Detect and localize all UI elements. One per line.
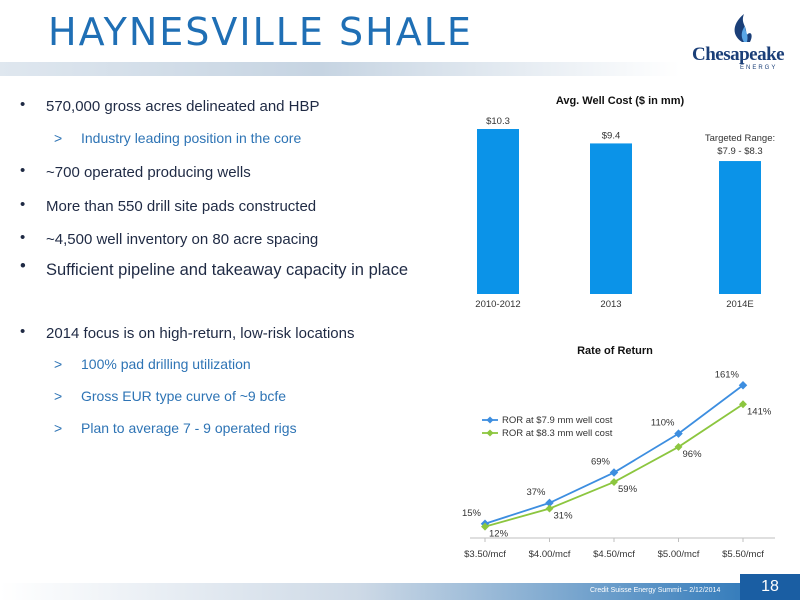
well-cost-chart-title: Avg. Well Cost ($ in mm) [556,95,685,107]
footer-bar [0,583,800,600]
footer-text: Credit Suisse Energy Summit – 2/12/2014 [590,587,721,594]
logo-flame-icon [734,14,752,42]
data-label: 110% [651,418,675,429]
data-point [609,468,619,477]
page-number: 18 [740,574,800,600]
bar-category-label: 2010-2012 [475,299,520,310]
header-bar [0,62,800,76]
sub-bullet-text: Plan to average 7 - 9 operated rigs [81,420,297,436]
bullet-marker: • [20,196,26,213]
data-point [545,498,554,508]
bar-2013 [590,143,632,294]
legend-marker [486,429,494,437]
data-label: 59% [618,484,638,495]
sub-bullet-item: > Gross EUR type curve of ~9 bcfe [20,388,440,420]
sub-bullet-marker: > [54,356,63,372]
bullet-marker: • [20,257,26,275]
bullet-text: More than 550 drill site pads constructe… [46,198,317,215]
x-tick-label: $5.50/mcf [722,549,764,560]
sub-bullet-marker: > [54,420,63,436]
sub-bullet-item: > Industry leading position in the core [20,130,440,162]
data-label: 12% [489,529,509,540]
bar-value-label: $9.4 [602,130,621,141]
data-label: 31% [554,511,574,522]
well-cost-bar-chart: Avg. Well Cost ($ in mm) $10.3 2010-2012 $… [475,95,775,310]
x-tick-label: $5.00/mcf [658,549,700,560]
data-point [481,522,489,531]
bullet-marker: • [20,323,26,340]
bullet-text: 2014 focus is on high-return, low-risk l… [46,325,355,342]
data-label: 161% [715,369,740,380]
slide-title: HAYNESVILLE SHALE [48,10,473,54]
bullet-item: • ~4,500 well inventory on 80 acre spaci… [20,229,440,257]
x-tick-label: $3.50/mcf [464,549,506,560]
ror-legend: ROR at $7.9 mm well cost ROR at $8.3 mm w… [482,415,613,439]
logo-subtitle: ENERGY [740,65,778,71]
bullet-text: ~700 operated producing wells [46,164,251,181]
bar-category-label: 2014E [726,299,753,310]
bar-2014e [719,161,761,294]
data-label: 37% [526,487,546,498]
bullet-text: ~4,500 well inventory on 80 acre spacing [46,231,319,248]
bullet-item: • Sufficient pipeline and takeaway capac… [20,257,440,323]
logo-wordmark: Chesapeake [692,44,785,65]
data-point [545,504,554,513]
sub-bullet-marker: > [54,388,63,404]
sub-bullet-text: 100% pad drilling utilization [81,356,251,372]
bullet-list: • 570,000 gross acres delineated and HBP… [20,96,440,452]
targeted-range-value: $7.9 - $8.3 [717,146,762,157]
bar-2010-2012 [477,129,519,294]
data-label: 96% [683,449,703,460]
sub-bullet-text: Gross EUR type curve of ~9 bcfe [81,388,287,404]
bullet-text: Sufficient pipeline and takeaway capacit… [46,261,409,279]
data-label: 69% [591,457,611,468]
sub-bullet-text: Industry leading position in the core [81,130,302,146]
legend-marker [486,416,494,424]
bullet-marker: • [20,96,26,113]
bar-category-label: 2013 [600,299,621,310]
series-line-1 [484,384,744,525]
bar-value-label: $10.3 [486,116,510,127]
targeted-range-label: Targeted Range: [705,133,775,144]
bullet-text: 570,000 gross acres delineated and HBP [46,98,320,115]
sub-bullet-item: > Plan to average 7 - 9 operated rigs [20,420,440,452]
bullet-marker: • [20,229,26,246]
x-tick-label: $4.00/mcf [529,549,571,560]
bullet-item: • ~700 operated producing wells [20,162,440,196]
sub-bullet-marker: > [54,130,63,146]
bullet-item: • More than 550 drill site pads construc… [20,196,440,229]
bullet-item: • 570,000 gross acres delineated and HBP [20,96,440,130]
data-label: 15% [462,508,482,519]
sub-bullet-item: > 100% pad drilling utilization [20,356,440,388]
x-tick-label: $4.50/mcf [593,549,635,560]
rate-of-return-line-chart: Rate of Return ROR at $7.9 mm well costR… [462,345,775,560]
ror-chart-title: Rate of Return [577,345,653,357]
company-logo: Chesapeake ENERGY [690,12,798,72]
data-label: 141% [747,406,772,417]
legend-label: ROR at $7.9 mm well cost [502,415,613,426]
data-point [610,478,618,486]
bullet-marker: • [20,162,26,179]
bullet-item: • 2014 focus is on high-return, low-risk… [20,323,440,356]
legend-label: ROR at $8.3 mm well cost [502,428,613,439]
